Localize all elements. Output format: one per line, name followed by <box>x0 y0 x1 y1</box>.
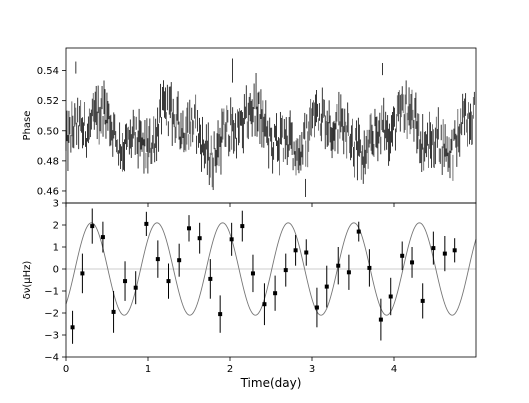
shift-ytick-label: −4 <box>44 353 59 364</box>
frequency-shift-y-ticks: −4 −3 −2 −1 0 1 2 3 <box>44 199 66 364</box>
shift-data-point <box>166 279 171 284</box>
phase-y-ticks: 0.46 0.48 0.50 0.52 0.54 <box>37 66 66 197</box>
frequency-shift-plot-frame <box>65 202 477 358</box>
phase-panel: 0.46 0.48 0.50 0.52 0.54 Phase <box>22 47 477 207</box>
shift-data-point <box>410 260 415 265</box>
shift-data-point <box>400 253 405 258</box>
shift-data-point <box>293 248 298 253</box>
shift-data-point <box>229 237 234 242</box>
shift-data-point <box>208 276 213 281</box>
phase-ytick-label: 0.54 <box>37 66 59 77</box>
shift-data-point <box>304 250 309 255</box>
shift-data-point <box>187 226 191 231</box>
shift-data-point <box>80 271 85 276</box>
shift-data-point <box>144 221 149 226</box>
shift-data-point <box>283 268 288 273</box>
phase-data-points <box>65 58 475 197</box>
shift-data-point <box>388 294 393 299</box>
phase-y-axis-label: Phase <box>22 111 33 141</box>
shift-ytick-label: 3 <box>53 199 59 210</box>
shift-data-point <box>100 235 105 240</box>
phase-x-ticks <box>65 203 395 207</box>
time-x-axis-label: Time(day) <box>240 376 302 390</box>
frequency-shift-panel: −4 −3 −2 −1 0 1 2 3 0 1 2 3 4 δν(μHz) Time(day) <box>22 199 477 390</box>
shift-data-point <box>155 257 160 262</box>
time-x-ticks: 0 1 2 3 4 <box>63 357 397 375</box>
shift-data-point <box>218 312 223 317</box>
phase-ytick-label: 0.52 <box>37 96 59 107</box>
time-xtick-label: 2 <box>227 364 233 375</box>
shift-ytick-label: −3 <box>44 331 59 342</box>
phase-ytick-label: 0.48 <box>37 156 59 167</box>
frequency-shift-y-axis-label: δν(μHz) <box>22 261 33 300</box>
shift-data-point <box>133 285 138 290</box>
shift-data-point <box>90 224 95 229</box>
time-xtick-label: 3 <box>309 364 315 375</box>
time-xtick-label: 4 <box>391 364 397 375</box>
shift-data-point <box>314 305 319 310</box>
phase-ytick-label: 0.46 <box>37 186 59 197</box>
shift-data-point <box>197 236 202 241</box>
shift-data-point <box>367 265 372 270</box>
shift-data-point <box>262 302 267 307</box>
sinusoid-fit-curve <box>65 222 477 316</box>
shift-data-point <box>356 229 361 234</box>
shift-data-point <box>273 291 278 296</box>
shift-ytick-label: 0 <box>53 265 59 276</box>
shift-data-point <box>240 224 245 229</box>
frequency-shift-data-points <box>70 208 457 344</box>
shift-data-point <box>452 248 457 253</box>
shift-data-point <box>250 271 255 276</box>
shift-ytick-label: 2 <box>53 221 59 232</box>
shift-data-point <box>177 258 182 263</box>
shift-ytick-label: −1 <box>44 287 59 298</box>
shift-data-point <box>442 251 447 256</box>
shift-data-point <box>111 309 116 314</box>
shift-data-point <box>420 298 425 303</box>
shift-data-point <box>346 270 351 275</box>
shift-ytick-label: −2 <box>44 309 59 320</box>
phase-ytick-label: 0.50 <box>37 126 59 137</box>
shift-data-point <box>324 284 329 289</box>
shift-data-point <box>431 246 436 251</box>
phase-plot-frame <box>65 47 477 204</box>
shift-data-point <box>378 317 383 322</box>
time-xtick-label: 1 <box>145 364 151 375</box>
shift-data-point <box>123 279 128 284</box>
shift-data-point <box>70 325 75 330</box>
shift-ytick-label: 1 <box>53 243 59 254</box>
time-xtick-label: 0 <box>63 364 69 375</box>
shift-data-point <box>336 263 341 268</box>
